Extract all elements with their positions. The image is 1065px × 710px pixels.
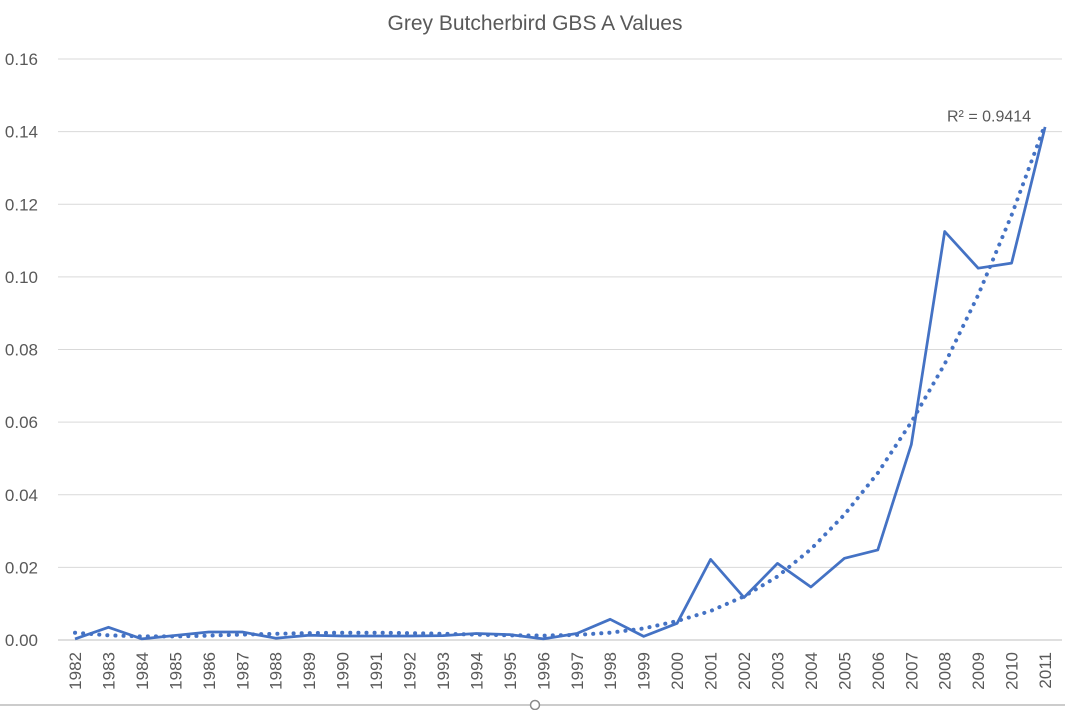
x-tick-label: 1998 [601, 652, 620, 690]
trendline-path [73, 122, 1048, 639]
x-tick-label: 2001 [702, 652, 721, 690]
x-tick-label: 2006 [869, 652, 888, 690]
x-tick-label: 1994 [467, 652, 486, 690]
x-tick-label: 1990 [334, 652, 353, 690]
x-tick-label: 2010 [1003, 652, 1022, 690]
series-line [74, 126, 1047, 641]
y-tick-label: 0.14 [5, 123, 38, 142]
y-tick-label: 0.08 [5, 341, 38, 360]
resize-handle[interactable] [529, 699, 541, 710]
x-tick-label: 1997 [568, 652, 587, 690]
y-tick-label: 0.04 [5, 486, 38, 505]
trendline-series [73, 122, 1048, 639]
data-series [74, 126, 1047, 641]
annotations: R² = 0.9414 [947, 108, 1031, 125]
x-axis-tick-labels: 1982 1983 1984 1985 1986 1987 1988 1989 1990 1991… [66, 652, 1055, 690]
x-tick-label: 2000 [668, 652, 687, 690]
x-tick-label: 1993 [434, 652, 453, 690]
x-tick-label: 1992 [401, 652, 420, 690]
y-tick-label: 0.12 [5, 195, 38, 214]
x-tick-label: 1989 [300, 652, 319, 690]
x-tick-label: 1991 [367, 652, 386, 690]
y-tick-label: 0.10 [5, 268, 38, 287]
r-squared-label: R² = 0.9414 [947, 108, 1031, 125]
x-tick-label: 2005 [835, 652, 854, 690]
series-layer [73, 122, 1048, 641]
x-tick-label: 2011 [1036, 652, 1055, 689]
y-tick-label: 0.06 [5, 413, 38, 432]
x-tick-label: 2008 [936, 652, 955, 690]
x-tick-label: 1999 [635, 652, 654, 690]
x-tick-label: 1983 [99, 652, 118, 690]
x-tick-label: 1986 [200, 652, 219, 690]
x-tick-label: 2002 [735, 652, 754, 690]
x-tick-label: 1984 [133, 652, 152, 690]
x-tick-label: 2007 [902, 652, 921, 690]
x-tick-label: 1982 [66, 652, 85, 690]
y-tick-label: 0.00 [5, 631, 38, 650]
y-tick-label: 0.02 [5, 558, 38, 577]
x-tick-label: 1987 [233, 652, 252, 690]
chart-title: Grey Butcherbird GBS A Values [388, 12, 683, 35]
y-tick-label: 0.16 [5, 50, 38, 69]
x-tick-label: 1995 [501, 652, 520, 690]
x-tick-label: 2009 [969, 652, 988, 690]
x-tick-label: 1996 [534, 652, 553, 690]
x-tick-label: 1985 [166, 652, 185, 690]
x-tick-label: 2003 [768, 652, 787, 690]
x-tick-label: 1988 [267, 652, 286, 690]
x-tick-label: 2004 [802, 652, 821, 690]
y-axis-tick-labels: 0.00 0.02 0.04 0.06 0.08 0.10 0.12 0.14 0.16 [5, 50, 38, 650]
gridlines [58, 58, 1062, 641]
